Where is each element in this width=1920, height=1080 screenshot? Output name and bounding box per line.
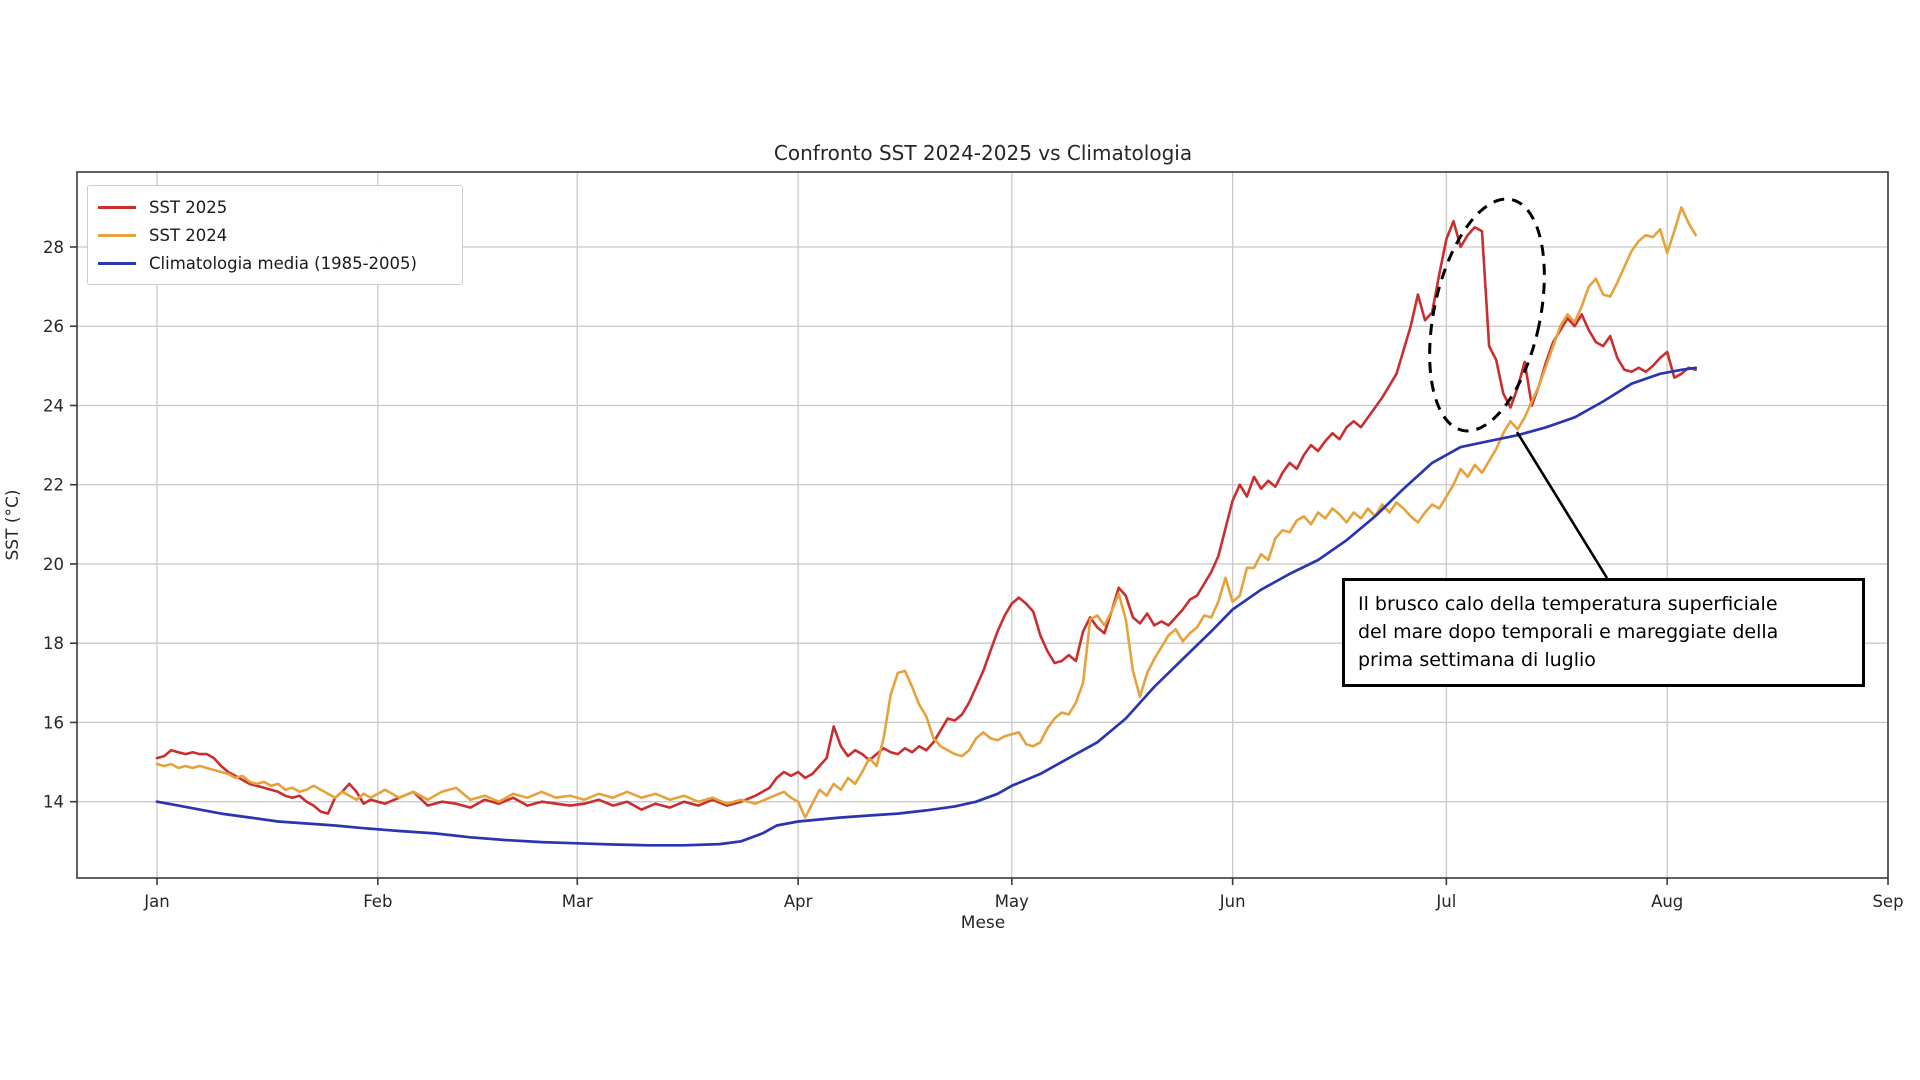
legend-label-sst-2024: SST 2024 [149,225,228,245]
x-tick-label: Jun [1219,892,1246,911]
x-tick-label: Aug [1651,892,1683,911]
legend-label-sst-2025: SST 2025 [149,197,228,217]
highlight-ellipse [1428,197,1546,433]
legend: SST 2025 SST 2024 Climatologia media (19… [87,185,463,285]
x-tick-label: Sep [1872,892,1903,911]
series-line-sst-2025 [155,219,1697,815]
x-axis-title: Mese [960,913,1006,933]
annotation-text-line: Il brusco calo della temperatura superfi… [1358,593,1778,615]
x-tick-label: Mar [562,892,593,911]
annotation-text-line: del mare dopo temporali e mareggiate del… [1358,621,1779,643]
legend-swatch-climatology [98,261,136,265]
x-tick-label: Jul [1435,892,1456,911]
series-line-sst-2024 [155,206,1697,819]
x-tick-label: May [995,892,1029,911]
series-line-climatologia-media-1985-2005- [155,366,1698,847]
axes-frame [76,171,1889,879]
legend-label-climatology: Climatologia media (1985-2005) [149,253,417,273]
y-tick-label: 20 [43,555,64,574]
y-tick-label: 26 [43,317,64,336]
legend-item-climatology: Climatologia media (1985-2005) [98,249,450,277]
legend-swatch-sst-2025 [98,205,136,209]
x-tick-label: Apr [784,892,813,911]
y-tick-label: 24 [43,396,64,415]
chart-title: Confronto SST 2024-2025 vs Climatologia [773,141,1193,165]
legend-item-sst-2024: SST 2024 [98,221,450,249]
annotation-callout-box: Il brusco calo della temperatura superfi… [1342,578,1865,687]
legend-item-sst-2025: SST 2025 [98,193,450,221]
y-tick-label: 16 [43,713,64,732]
y-tick-label: 18 [43,634,64,653]
y-tick-label: 22 [43,476,64,495]
legend-swatch-sst-2024 [98,233,136,237]
y-axis-title: SST (°C) [3,489,23,561]
x-tick-label: Feb [363,892,392,911]
y-tick-label: 28 [43,238,64,257]
x-tick-label: Jan [143,892,169,911]
y-tick-label: 14 [43,793,64,812]
annotation-text-line: prima settimana di luglio [1358,649,1596,671]
annotation-leader-line [1515,431,1609,579]
